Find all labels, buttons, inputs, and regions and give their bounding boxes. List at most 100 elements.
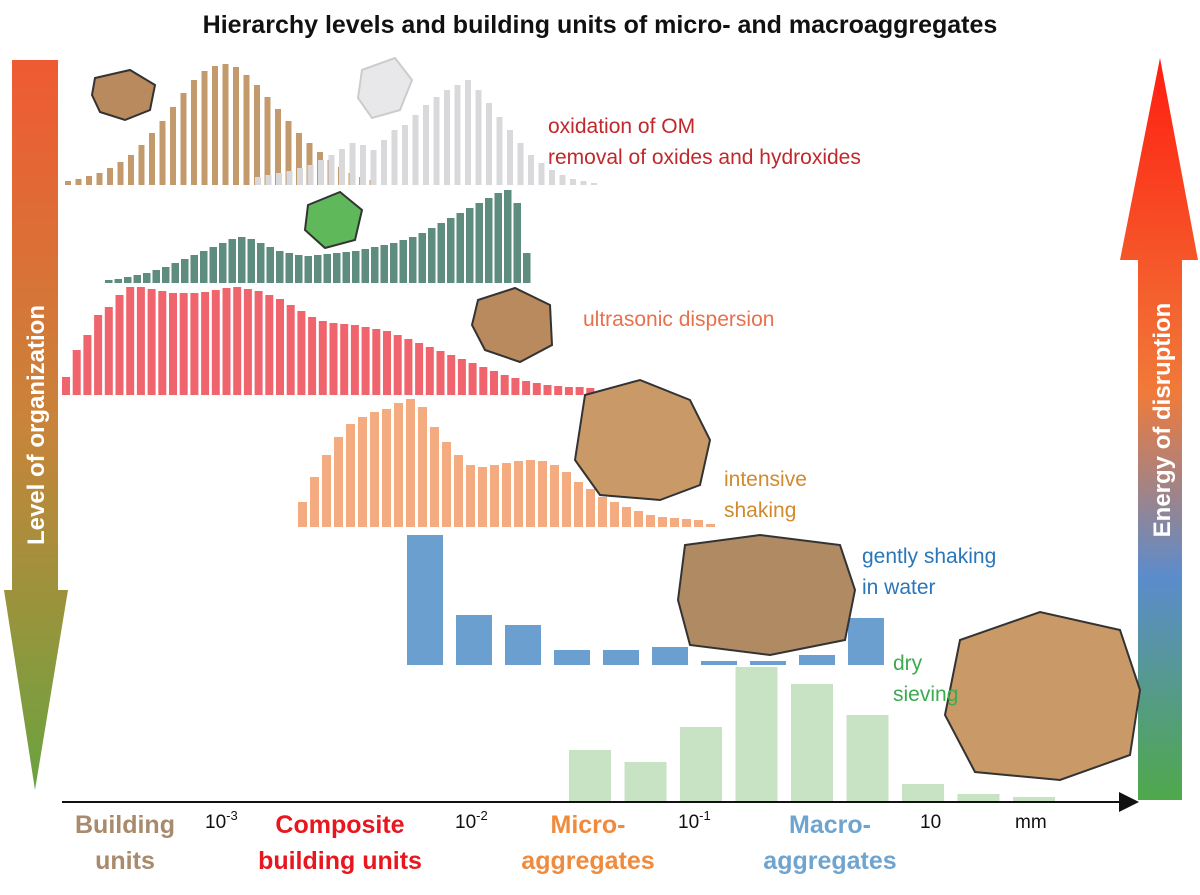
bar [957,794,1000,802]
tick-base: 10 [678,812,699,833]
bar [201,292,210,395]
bar [179,293,188,395]
bar [254,291,263,395]
left-arrow-label: Level of organization [23,305,50,545]
bar [1013,797,1055,802]
bar [222,288,231,395]
bar [209,247,217,283]
bar [418,233,426,283]
bar [505,625,541,665]
bar [339,149,345,185]
bar [598,497,607,527]
bar [255,177,261,185]
bar [846,715,889,802]
bar [233,287,242,395]
bar [380,245,388,283]
bar [490,465,499,527]
bar [479,367,488,395]
size-class-label: aggregates [521,847,654,875]
bar [257,243,265,283]
bar [478,467,487,527]
bar [190,293,199,395]
bar [133,275,141,283]
bar [549,170,555,185]
bar [490,371,498,395]
bar [170,107,176,185]
tick-exponent: -1 [699,808,711,823]
bar [318,321,327,395]
bar [383,331,391,395]
bar [115,295,124,395]
bar [466,208,474,283]
bar [574,482,583,527]
bar [444,90,450,185]
bar [514,461,523,527]
bar [513,203,521,283]
bar [517,143,524,185]
bar [559,175,566,185]
bar [349,143,356,185]
bar [646,515,655,527]
bar [228,239,236,283]
bar [286,305,295,395]
bar [399,240,407,283]
bar [307,165,314,185]
bar [190,255,198,283]
bar [701,661,737,665]
bar [266,247,274,283]
bar [791,684,833,802]
bar [128,155,134,185]
bar [169,293,177,395]
axis-tick-label: 10-3 [205,808,238,833]
bar [295,255,303,283]
bar [475,90,482,185]
method-label: sieving [893,683,958,706]
bar [96,173,103,185]
bar [486,103,492,185]
bar [238,237,246,283]
bar [136,287,145,395]
bar [586,489,595,527]
bar [433,97,440,185]
bar [265,295,274,395]
method-label: dry [893,652,923,675]
bar [126,287,135,395]
bar [75,179,82,185]
bar [372,329,381,395]
method-label: intensive [724,468,807,491]
axis-tick-label: mm [1015,812,1047,833]
bar [658,517,667,527]
bar [285,253,293,283]
bar [147,289,156,395]
bar [212,66,218,185]
bar [550,465,559,527]
bar [502,463,511,527]
right-arrow-label: Energy of disruption [1149,303,1176,538]
bar [526,460,535,527]
bar [496,117,503,185]
bar [442,442,451,527]
bar [447,355,456,395]
bar [465,80,471,185]
tick-base: mm [1015,812,1047,833]
bar [276,299,284,395]
bar [523,253,531,283]
bar [511,378,520,395]
method-label: gently shaking [862,545,996,568]
bar [670,518,679,527]
bar [562,472,571,527]
bar [310,477,319,527]
size-class-label: aggregates [763,847,896,875]
bar [117,162,124,185]
tick-exponent: -3 [226,808,238,823]
bar [538,163,545,185]
bar [219,243,227,283]
bar [694,520,703,527]
bar [428,228,436,283]
bar [652,647,688,665]
bar [418,407,427,527]
bar [162,267,170,283]
size-class-label: Composite [275,811,404,839]
bar [158,291,167,395]
bar [243,289,252,395]
